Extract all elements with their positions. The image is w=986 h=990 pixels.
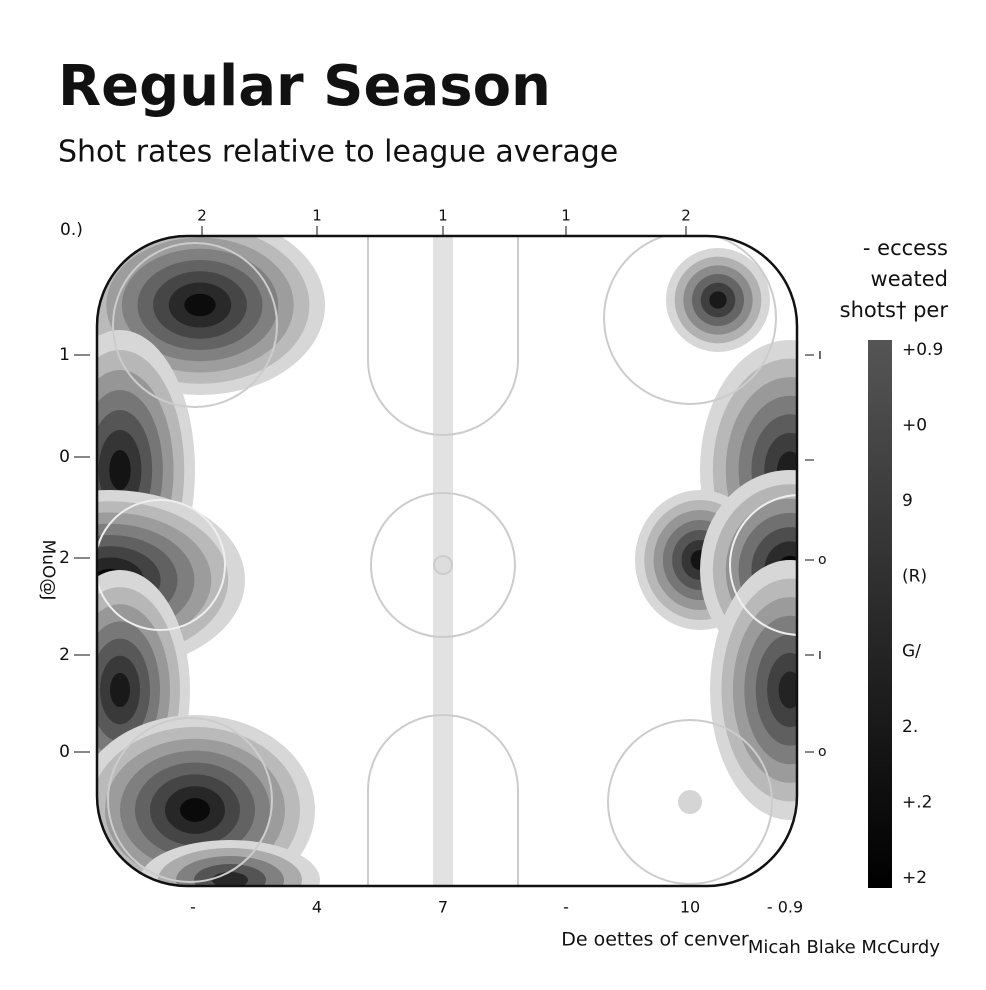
left-tick-label: 2 bbox=[59, 548, 70, 568]
heat-contour bbox=[110, 672, 130, 708]
colorbar-title: weated bbox=[871, 267, 948, 291]
y-axis-label: MuO@J bbox=[38, 540, 58, 601]
top-tick-label: 1 bbox=[312, 207, 322, 225]
crease bbox=[97, 499, 226, 631]
top-tick-label: 1 bbox=[561, 207, 571, 225]
half-circle bbox=[367, 714, 519, 886]
bottom-tick-label: 4 bbox=[312, 898, 322, 917]
center-circle bbox=[370, 492, 516, 638]
left-tick-label: 2 bbox=[59, 645, 70, 665]
chart-title: Regular Season bbox=[58, 54, 551, 119]
heat-contour bbox=[180, 798, 210, 822]
faceoff-dot bbox=[678, 790, 702, 814]
top-tick-label: 1 bbox=[438, 207, 448, 225]
colorbar-label: +0 bbox=[902, 415, 927, 435]
colorbar-label: G/ bbox=[902, 642, 921, 662]
left-tick-label: 0 bbox=[59, 447, 70, 467]
bottom-tick-label: 7 bbox=[438, 898, 448, 917]
heat-contour bbox=[109, 450, 131, 490]
heatmap bbox=[97, 236, 797, 886]
rink-border bbox=[95, 234, 799, 888]
right-tick-label: o bbox=[818, 744, 827, 760]
faceoff-circle bbox=[107, 717, 273, 883]
half-circle bbox=[367, 236, 519, 436]
colorbar-label: (R) bbox=[902, 566, 927, 586]
chart-subtitle: Shot rates relative to league average bbox=[58, 135, 618, 170]
faceoff-circle bbox=[607, 719, 773, 885]
left-tick-label: 1 bbox=[59, 345, 70, 365]
colorbar bbox=[868, 340, 892, 888]
x-axis-label: De oettes of cenver bbox=[561, 929, 749, 951]
credit: Micah Blake McCurdy bbox=[748, 937, 940, 958]
colorbar-label: +2 bbox=[902, 868, 927, 888]
bottom-tick-label: - bbox=[563, 898, 569, 917]
bottom-tick-label: - bbox=[190, 898, 196, 917]
heat-contour bbox=[184, 293, 216, 317]
center-dot bbox=[433, 555, 453, 575]
right-tick-label: o bbox=[818, 552, 827, 568]
corner-label: 0.) bbox=[60, 220, 83, 240]
faceoff-circle bbox=[603, 236, 777, 405]
faceoff-circle bbox=[112, 242, 278, 408]
colorbar-title: - eccess bbox=[863, 236, 948, 260]
top-tick-label: 2 bbox=[197, 207, 207, 225]
colorbar-title: shots† per bbox=[840, 298, 949, 322]
left-tick-label: 0 bbox=[59, 742, 70, 762]
crease bbox=[729, 494, 797, 636]
right-tick-label: ı bbox=[818, 347, 822, 363]
top-tick-label: 2 bbox=[681, 207, 691, 225]
colorbar-label: +.2 bbox=[902, 793, 932, 813]
rink-markings bbox=[97, 236, 797, 886]
heat-contour bbox=[778, 671, 797, 709]
bottom-tick-label: 10 bbox=[680, 898, 700, 917]
colorbar-label: 2. bbox=[902, 717, 918, 737]
colorbar-label: +0.9 bbox=[902, 340, 943, 360]
heat-contour bbox=[709, 291, 727, 309]
colorbar-label: 9 bbox=[902, 491, 913, 511]
right-tick-label: ı bbox=[818, 647, 822, 663]
bottom-tick-label: - 0.9 bbox=[767, 898, 803, 917]
